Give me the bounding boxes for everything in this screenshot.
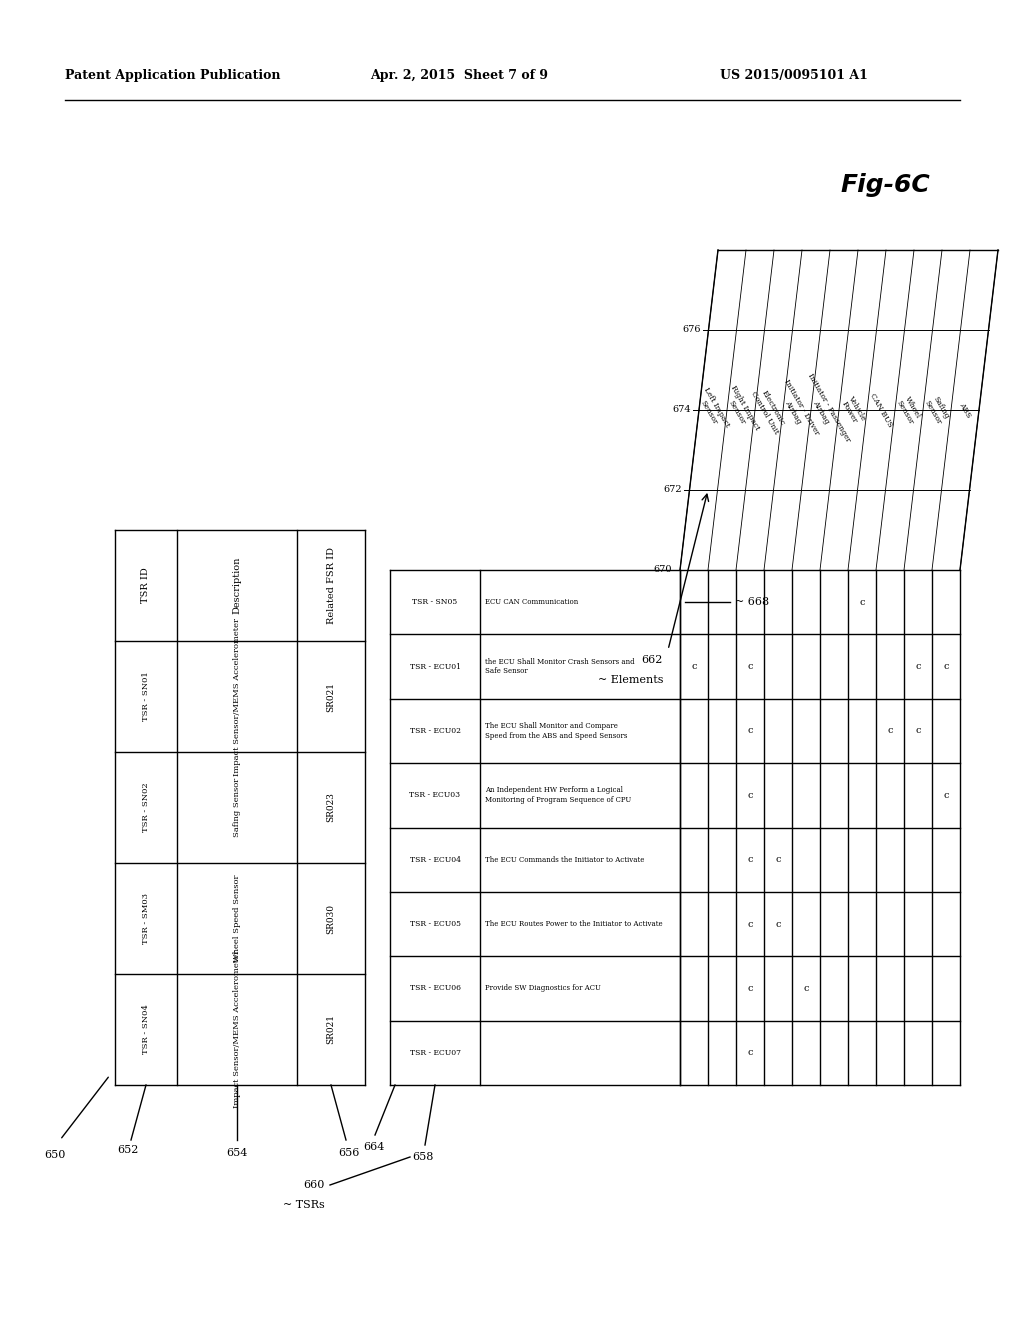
Text: c: c: [943, 791, 949, 800]
Text: TSR - ECU03: TSR - ECU03: [410, 791, 461, 800]
Text: c: c: [915, 663, 921, 671]
Text: US 2015/0095101 A1: US 2015/0095101 A1: [720, 69, 868, 82]
Text: 650: 650: [44, 1150, 66, 1160]
Text: c: c: [859, 598, 864, 607]
Text: c: c: [748, 855, 753, 865]
Text: c: c: [915, 726, 921, 735]
Text: c: c: [748, 920, 753, 928]
Text: TSR - SM03: TSR - SM03: [142, 894, 150, 944]
Text: 664: 664: [364, 1142, 385, 1152]
Text: TSR ID: TSR ID: [141, 568, 151, 603]
Text: Left Impact
Sensor: Left Impact Sensor: [694, 387, 731, 434]
Text: Patent Application Publication: Patent Application Publication: [65, 69, 281, 82]
Text: SR023: SR023: [327, 792, 336, 822]
Text: 674: 674: [673, 405, 691, 414]
Text: c: c: [775, 920, 780, 928]
Text: c: c: [691, 663, 696, 671]
Text: ~ TSRs: ~ TSRs: [284, 1200, 325, 1210]
Text: Safing
Sensor: Safing Sensor: [923, 395, 951, 426]
Text: Initiator - Driver
Airbag: Initiator - Driver Airbag: [774, 379, 820, 442]
Text: CAN BUS: CAN BUS: [868, 392, 894, 429]
Text: c: c: [748, 791, 753, 800]
Text: SR030: SR030: [327, 903, 336, 933]
Text: ECU CAN Communication: ECU CAN Communication: [485, 598, 579, 606]
Text: TSR - SN01: TSR - SN01: [142, 672, 150, 721]
Text: Apr. 2, 2015  Sheet 7 of 9: Apr. 2, 2015 Sheet 7 of 9: [370, 69, 548, 82]
Text: 676: 676: [682, 326, 700, 334]
Text: Provide SW Diagnostics for ACU: Provide SW Diagnostics for ACU: [485, 985, 601, 993]
Text: the ECU Shall Monitor Crash Sensors and
Safe Sensor: the ECU Shall Monitor Crash Sensors and …: [485, 657, 635, 676]
Text: c: c: [748, 1048, 753, 1057]
Text: ~ 668: ~ 668: [735, 597, 769, 607]
Text: c: c: [803, 983, 809, 993]
Text: Impact Sensor/MEMS Accelerometer: Impact Sensor/MEMS Accelerometer: [233, 950, 241, 1109]
Text: c: c: [748, 726, 753, 735]
Text: The ECU Commands the Initiator to Activate: The ECU Commands the Initiator to Activa…: [485, 855, 644, 863]
Text: 672: 672: [663, 486, 682, 495]
Text: 670: 670: [653, 565, 672, 574]
Text: TSR - ECU04: TSR - ECU04: [410, 855, 461, 863]
Text: TSR - SN04: TSR - SN04: [142, 1005, 150, 1055]
Text: c: c: [943, 663, 949, 671]
Text: Related FSR ID: Related FSR ID: [327, 546, 336, 624]
Text: TSR - ECU02: TSR - ECU02: [410, 727, 461, 735]
Text: TSR - ECU01: TSR - ECU01: [410, 663, 461, 671]
Text: TSR - ECU06: TSR - ECU06: [410, 985, 461, 993]
Text: TSR - ECU05: TSR - ECU05: [410, 920, 461, 928]
Text: The ECU Shall Monitor and Compare
Speed from the ABS and Speed Sensors: The ECU Shall Monitor and Compare Speed …: [485, 722, 628, 739]
Text: ABS: ABS: [957, 401, 973, 418]
Text: c: c: [748, 663, 753, 671]
Text: Vehicle
Power: Vehicle Power: [839, 393, 867, 426]
Text: Right Impact
Sensor: Right Impact Sensor: [721, 384, 761, 436]
Text: 656: 656: [338, 1148, 359, 1158]
Text: Electronic
Control Unit: Electronic Control Unit: [750, 385, 788, 436]
Text: c: c: [748, 983, 753, 993]
Text: An Independent HW Perform a Logical
Monitoring of Program Sequence of CPU: An Independent HW Perform a Logical Moni…: [485, 787, 631, 804]
Text: Impact Sensor/MEMS Accelerometer: Impact Sensor/MEMS Accelerometer: [233, 618, 241, 776]
Text: SR021: SR021: [327, 681, 336, 711]
Text: Wheel
Sensor: Wheel Sensor: [895, 395, 923, 426]
Text: 654: 654: [226, 1148, 248, 1158]
Text: TSR - SN05: TSR - SN05: [413, 598, 458, 606]
Text: c: c: [887, 726, 893, 735]
Text: TSR - ECU07: TSR - ECU07: [410, 1049, 461, 1057]
Text: 660: 660: [304, 1180, 325, 1191]
Text: Description: Description: [232, 557, 242, 614]
Text: 658: 658: [413, 1152, 434, 1162]
Text: The ECU Routes Power to the Initiator to Activate: The ECU Routes Power to the Initiator to…: [485, 920, 663, 928]
Text: Initiator - Passenger
Airbag: Initiator - Passenger Airbag: [798, 372, 852, 447]
Text: Wheel Speed Sensor: Wheel Speed Sensor: [233, 875, 241, 962]
Text: c: c: [775, 855, 780, 865]
Text: TSR - SN02: TSR - SN02: [142, 783, 150, 833]
Text: Fig-6C: Fig-6C: [840, 173, 930, 197]
Text: 652: 652: [118, 1144, 138, 1155]
Text: SR021: SR021: [327, 1015, 336, 1044]
Text: 662: 662: [642, 655, 663, 665]
Text: ~ Elements: ~ Elements: [597, 675, 663, 685]
Text: Safing Sensor: Safing Sensor: [233, 777, 241, 837]
